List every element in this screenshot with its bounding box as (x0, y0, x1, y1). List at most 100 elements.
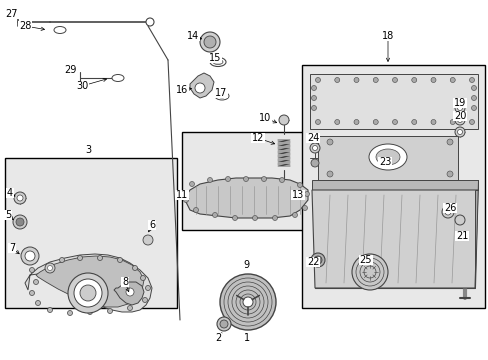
Circle shape (272, 216, 277, 220)
Circle shape (454, 103, 464, 113)
Circle shape (334, 120, 339, 125)
Circle shape (310, 253, 325, 267)
Circle shape (217, 317, 230, 331)
Circle shape (411, 120, 416, 125)
Text: 22: 22 (306, 257, 319, 267)
Text: 30: 30 (76, 81, 88, 91)
Circle shape (279, 177, 284, 183)
Circle shape (302, 206, 307, 211)
Bar (302, 65, 484, 308)
Text: 23: 23 (378, 157, 390, 167)
Text: 6: 6 (149, 220, 155, 230)
Circle shape (203, 36, 216, 48)
Text: 15: 15 (208, 53, 221, 63)
Text: 16: 16 (176, 85, 188, 95)
Circle shape (36, 301, 41, 306)
Text: 2: 2 (214, 333, 221, 343)
Circle shape (220, 320, 227, 328)
Circle shape (470, 95, 475, 100)
Ellipse shape (209, 58, 225, 67)
Circle shape (297, 183, 302, 188)
Circle shape (468, 77, 473, 82)
Text: 3: 3 (85, 145, 91, 155)
Circle shape (430, 120, 435, 125)
Circle shape (243, 297, 252, 307)
Circle shape (454, 127, 464, 137)
Circle shape (77, 256, 82, 261)
Text: 25: 25 (359, 255, 371, 265)
Circle shape (189, 181, 194, 186)
Circle shape (47, 307, 52, 312)
Text: 28: 28 (19, 21, 31, 31)
Circle shape (446, 139, 452, 145)
Text: 7: 7 (9, 243, 15, 253)
Polygon shape (114, 282, 143, 305)
Circle shape (311, 105, 316, 111)
Circle shape (13, 215, 27, 229)
Circle shape (232, 216, 237, 220)
Circle shape (145, 285, 150, 291)
Text: 10: 10 (258, 113, 270, 123)
Ellipse shape (368, 144, 406, 170)
Polygon shape (311, 180, 477, 190)
Ellipse shape (375, 149, 399, 165)
Circle shape (243, 176, 248, 181)
Circle shape (351, 254, 387, 290)
Circle shape (353, 77, 358, 82)
Text: 5: 5 (5, 210, 11, 220)
Circle shape (326, 171, 332, 177)
Circle shape (146, 18, 154, 26)
Text: 11: 11 (176, 190, 188, 200)
Circle shape (29, 291, 35, 296)
Circle shape (67, 310, 72, 315)
Polygon shape (190, 73, 214, 98)
Bar (317, 136, 457, 180)
Circle shape (446, 171, 452, 177)
Ellipse shape (112, 75, 124, 81)
Circle shape (193, 207, 198, 212)
Circle shape (279, 115, 288, 125)
Bar (309, 74, 477, 129)
Text: 19: 19 (453, 98, 465, 108)
Circle shape (441, 206, 453, 218)
Circle shape (457, 105, 462, 111)
Circle shape (326, 139, 332, 145)
Circle shape (60, 257, 64, 262)
Circle shape (29, 267, 35, 273)
Circle shape (310, 159, 318, 167)
Circle shape (97, 256, 102, 261)
Bar (5, 158, 177, 308)
Text: 29: 29 (63, 65, 76, 75)
Circle shape (457, 117, 462, 122)
Circle shape (311, 95, 316, 100)
Circle shape (470, 85, 475, 90)
Circle shape (47, 266, 52, 270)
Circle shape (142, 235, 153, 245)
Text: 24: 24 (306, 133, 319, 143)
Circle shape (80, 285, 96, 301)
Text: 18: 18 (381, 31, 393, 41)
Circle shape (430, 77, 435, 82)
Circle shape (117, 257, 122, 262)
Circle shape (127, 306, 132, 310)
Polygon shape (25, 254, 152, 312)
Circle shape (126, 288, 134, 296)
Circle shape (16, 218, 24, 226)
Ellipse shape (218, 94, 225, 98)
Text: 14: 14 (186, 31, 199, 41)
Circle shape (17, 195, 23, 201)
Circle shape (261, 176, 266, 181)
Circle shape (200, 32, 220, 52)
Circle shape (140, 275, 145, 280)
Circle shape (334, 77, 339, 82)
Circle shape (252, 216, 257, 220)
Text: 8: 8 (122, 277, 128, 287)
Circle shape (87, 310, 92, 315)
Circle shape (225, 176, 230, 181)
Text: 9: 9 (243, 260, 248, 270)
Circle shape (183, 198, 188, 202)
Circle shape (142, 297, 147, 302)
Circle shape (449, 120, 454, 125)
Circle shape (454, 115, 464, 125)
Circle shape (392, 120, 397, 125)
